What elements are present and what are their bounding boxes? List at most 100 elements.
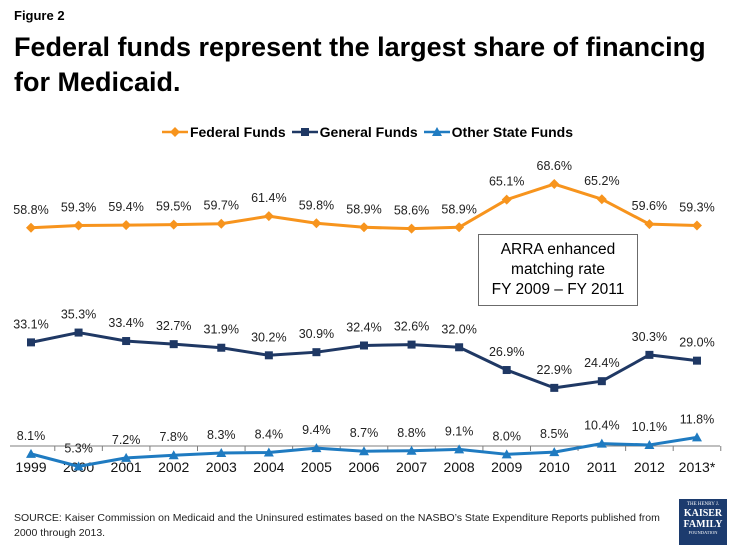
kff-logo: THE HENRY J. KAISER FAMILY FOUNDATION (679, 499, 727, 545)
data-point-federal-2008 (454, 222, 465, 233)
legend-item-other-state: Other State Funds (423, 124, 574, 140)
data-label-general-2007: 32.6% (394, 320, 429, 334)
data-label-general-2011: 24.4% (584, 356, 619, 370)
data-label-federal-2001: 59.4% (108, 200, 143, 214)
data-point-other-state-2000 (73, 461, 84, 471)
data-label-general-2002: 32.7% (156, 319, 191, 333)
data-point-other-state-2004 (263, 447, 274, 457)
data-label-federal-2002: 59.5% (156, 200, 191, 214)
logo-line-2: KAISER (683, 508, 723, 519)
data-point-other-state-2001 (121, 452, 132, 462)
data-point-general-2011 (597, 377, 606, 386)
data-label-other-state-2000: 5.3% (64, 441, 93, 455)
data-label-general-2006: 32.4% (346, 320, 381, 334)
data-point-other-state-1999 (26, 448, 36, 458)
data-point-other-state-2013 (691, 432, 702, 442)
data-label-federal-2000: 59.3% (61, 201, 96, 215)
data-point-federal-2009 (501, 194, 512, 205)
legend-marker-general-icon (291, 128, 318, 136)
data-point-general-2012 (645, 350, 654, 359)
data-point-federal-2012 (644, 219, 655, 230)
data-label-federal-2012: 59.6% (632, 199, 667, 213)
legend-label-other-state: Other State Funds (451, 124, 574, 140)
data-label-federal-2013: 59.3% (679, 201, 714, 215)
data-point-other-state-2011 (596, 438, 607, 448)
data-label-other-state-2005: 9.4% (302, 423, 331, 437)
x-tick-label-2010: 2010 (539, 459, 570, 475)
data-label-federal-1999: 58.8% (13, 203, 48, 217)
data-label-general-2008: 32.0% (441, 322, 476, 336)
data-label-other-state-2009: 8.0% (492, 429, 521, 443)
chart-title: Federal funds represent the largest shar… (14, 32, 706, 97)
data-label-general-1999: 33.1% (13, 317, 48, 331)
x-tick-label-2013: 2013* (679, 459, 716, 475)
data-point-general-2005 (312, 348, 321, 357)
legend-item-federal: Federal Funds (161, 124, 286, 140)
logo-line-3: FAMILY (683, 519, 723, 530)
figure-label: Figure 2 (14, 8, 65, 23)
data-point-federal-2006 (358, 222, 369, 233)
data-label-other-state-2003: 8.3% (207, 428, 236, 442)
logo-line-1: THE HENRY J. (686, 502, 720, 507)
data-point-general-1999 (27, 338, 35, 347)
data-label-general-2010: 22.9% (537, 363, 572, 377)
data-point-federal-2002 (168, 219, 179, 230)
data-point-federal-2007 (406, 223, 417, 234)
legend-label-general: General Funds (319, 124, 418, 140)
data-point-federal-2001 (121, 220, 132, 231)
data-point-other-state-2012 (644, 439, 655, 449)
data-label-general-2012: 30.3% (632, 330, 667, 344)
arra-annotation-line-3: FY 2009 – FY 2011 (491, 281, 625, 298)
data-point-federal-2011 (596, 194, 607, 205)
data-point-other-state-2010 (549, 447, 560, 457)
data-label-general-2000: 35.3% (61, 308, 96, 322)
data-point-other-state-2005 (311, 443, 322, 453)
data-label-other-state-2008: 9.1% (445, 424, 474, 438)
data-label-general-2009: 26.9% (489, 345, 524, 359)
data-label-federal-2011: 65.2% (584, 174, 619, 188)
data-label-federal-2010: 68.6% (537, 159, 572, 173)
data-label-other-state-2010: 8.5% (540, 427, 569, 441)
data-point-other-state-2006 (358, 446, 369, 456)
data-point-general-2008 (455, 343, 464, 352)
data-label-federal-2004: 61.4% (251, 191, 286, 205)
data-point-general-2007 (407, 340, 416, 349)
data-point-federal-2004 (263, 211, 274, 222)
data-label-federal-2009: 65.1% (489, 175, 524, 189)
data-label-other-state-2001: 7.2% (112, 433, 141, 447)
data-label-general-2003: 31.9% (204, 323, 239, 337)
data-point-general-2002 (169, 340, 178, 349)
data-label-general-2005: 30.9% (299, 327, 334, 341)
data-label-other-state-2002: 7.8% (159, 430, 188, 444)
data-point-other-state-2003 (216, 447, 227, 457)
data-label-general-2013: 29.0% (679, 336, 714, 350)
data-label-other-state-2007: 8.8% (397, 426, 426, 440)
data-point-federal-2000 (73, 220, 84, 231)
logo-line-4: FOUNDATION (688, 530, 718, 535)
data-point-other-state-2008 (454, 444, 465, 454)
x-tick-label-2007: 2007 (396, 459, 427, 475)
data-label-other-state-2006: 8.7% (350, 426, 379, 440)
chart-legend: Federal Funds General Funds Other State … (0, 121, 735, 143)
data-point-other-state-2007 (406, 445, 417, 455)
x-tick-label-2004: 2004 (253, 459, 284, 475)
data-point-federal-2010 (549, 179, 560, 190)
data-point-other-state-2002 (168, 450, 179, 460)
x-tick-label-2009: 2009 (491, 459, 522, 475)
data-label-federal-2006: 58.9% (346, 202, 381, 216)
x-tick-label-2012: 2012 (634, 459, 665, 475)
data-label-other-state-1999: 8.1% (17, 429, 46, 443)
data-point-general-2006 (359, 341, 368, 350)
legend-marker-other-state-icon (423, 127, 450, 136)
x-tick-label-2008: 2008 (444, 459, 475, 475)
line-chart: 1999200020012002200320042005200620072008… (10, 159, 722, 475)
data-point-general-2010 (550, 383, 559, 392)
arra-annotation-line-2: matching rate (511, 261, 605, 278)
arra-annotation-line-1: ARRA enhanced (500, 241, 616, 258)
data-label-general-2001: 33.4% (108, 316, 143, 330)
data-label-federal-2005: 59.8% (299, 198, 334, 212)
data-label-other-state-2013: 11.8% (680, 412, 715, 426)
data-label-federal-2007: 58.6% (394, 204, 429, 218)
data-label-federal-2003: 59.7% (204, 199, 239, 213)
x-tick-label-1999: 1999 (15, 459, 46, 475)
